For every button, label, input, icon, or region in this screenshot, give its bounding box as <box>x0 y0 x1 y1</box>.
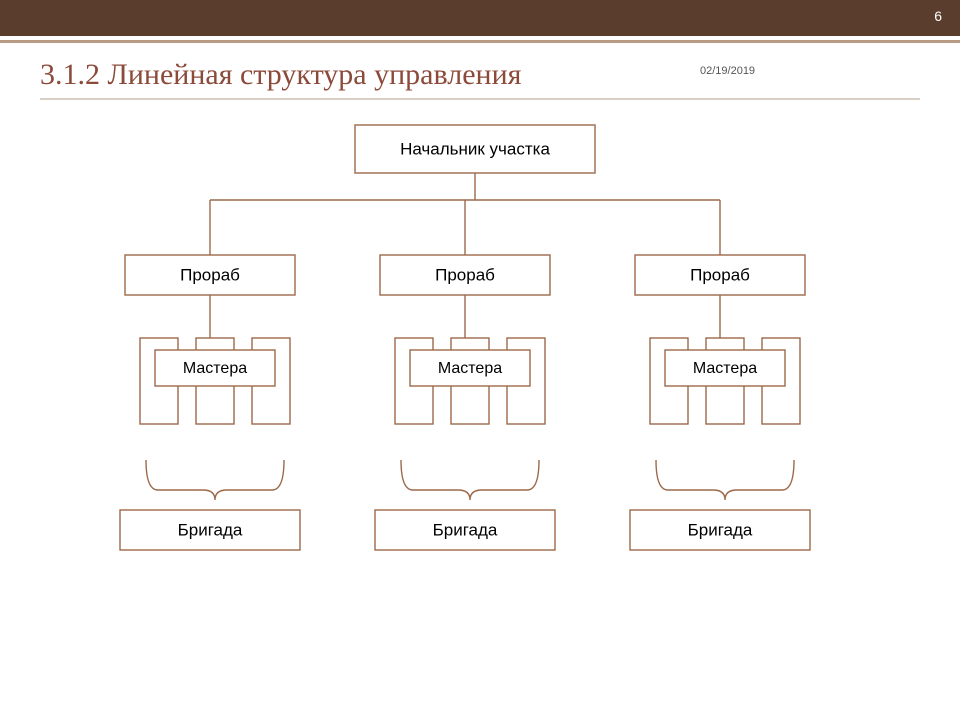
master-label: Мастера <box>438 360 502 377</box>
foreman-label: Прораб <box>435 265 495 284</box>
brigade-label: Бригада <box>688 520 753 539</box>
org-chart: Начальник участка Прораб Мастера Бригада Про… <box>0 0 960 720</box>
foreman-label: Прораб <box>180 265 240 284</box>
master-label: Мастера <box>693 360 757 377</box>
brigade-label: Бригада <box>433 520 498 539</box>
slide: 6 3.1.2 Линейная структура управления 02… <box>0 0 960 720</box>
master-label: Мастера <box>183 360 247 377</box>
brace <box>146 460 284 500</box>
root-label: Начальник участка <box>400 139 550 158</box>
foreman-label: Прораб <box>690 265 750 284</box>
brace <box>656 460 794 500</box>
brace <box>401 460 539 500</box>
brigade-label: Бригада <box>178 520 243 539</box>
